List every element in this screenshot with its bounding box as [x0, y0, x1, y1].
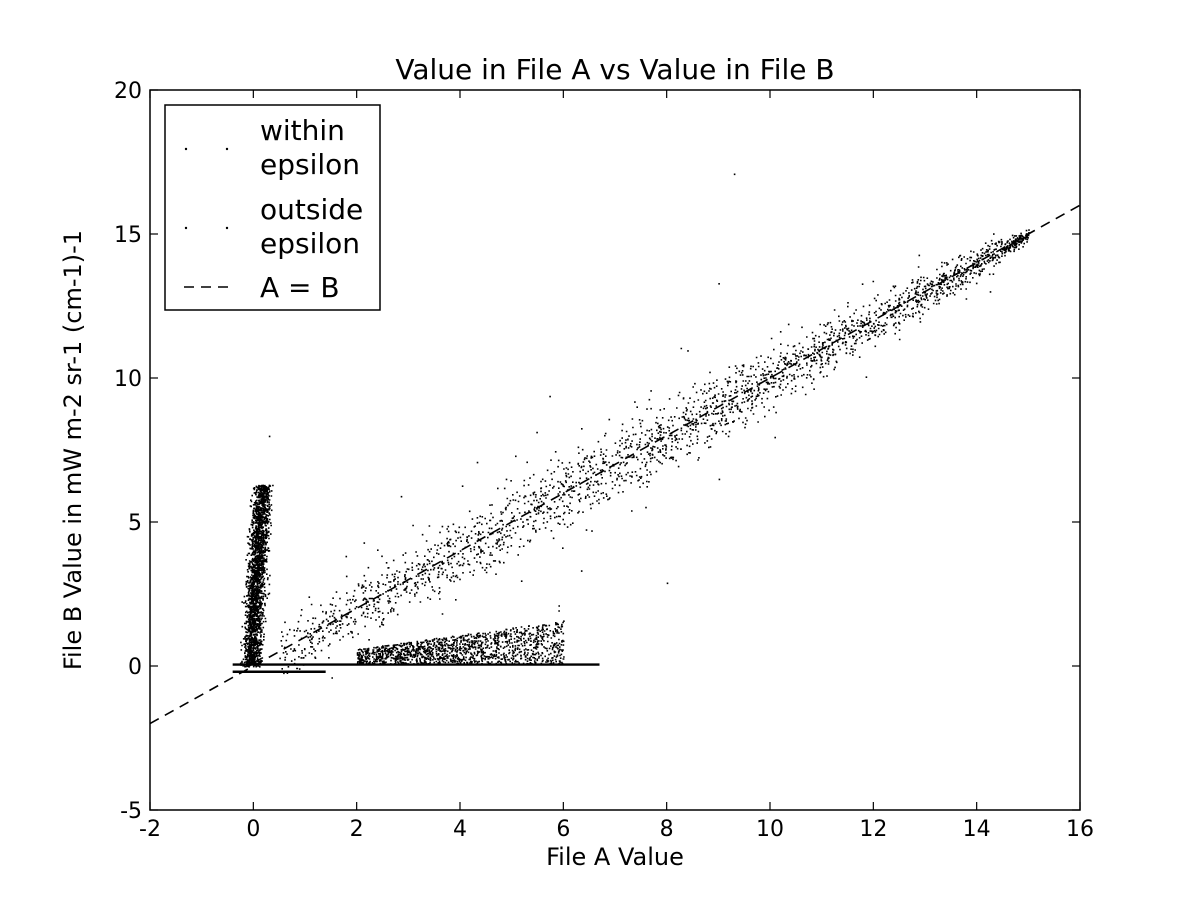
chart-title: Value in File A vs Value in File B — [395, 53, 834, 86]
y-tick-label: 0 — [128, 655, 142, 680]
legend-label-outside-epsilon: outside epsilon — [260, 193, 372, 260]
x-tick-label: 4 — [453, 817, 467, 842]
x-tick-label: 8 — [660, 817, 674, 842]
y-tick-label: 15 — [114, 223, 142, 248]
legend-marker-within-epsilon — [184, 147, 188, 151]
x-tick-label: 2 — [350, 817, 364, 842]
legend-marker-outside-epsilon — [184, 226, 188, 230]
x-tick-label: -2 — [139, 817, 161, 842]
identity-line-a-equals-b — [150, 204, 1080, 725]
x-tick-label: 10 — [756, 817, 784, 842]
legend-frame — [164, 104, 381, 311]
y-axis: -5 0 5 10 15 20 — [114, 79, 1080, 824]
y-axis-title: File B Value in mW m-2 sr-1 (cm-1)-1 — [59, 230, 87, 670]
x-tick-label: 14 — [963, 817, 991, 842]
y-tick-label: -5 — [120, 799, 142, 824]
y-tick-label: 5 — [128, 511, 142, 536]
x-tick-label: 16 — [1066, 817, 1094, 842]
x-axis: -2 0 2 4 6 8 10 12 14 16 — [139, 90, 1094, 842]
plot-frame — [149, 89, 1081, 811]
y-tick-label: 20 — [114, 79, 142, 104]
x-tick-label: 0 — [246, 817, 260, 842]
x-tick-label: 12 — [859, 817, 887, 842]
outside-epsilon-segments — [232, 663, 600, 673]
x-axis-title: File A Value — [546, 843, 684, 871]
y-tick-label: 10 — [114, 367, 142, 392]
legend-label-a-equals-b: A = B — [260, 271, 340, 304]
legend-marker-within-epsilon — [225, 147, 229, 151]
legend: within epsilon outside epsilon A = B — [164, 104, 381, 311]
legend-marker-outside-epsilon — [225, 226, 229, 230]
x-tick-label: 6 — [556, 817, 570, 842]
legend-label-within-epsilon: within epsilon — [260, 114, 360, 181]
